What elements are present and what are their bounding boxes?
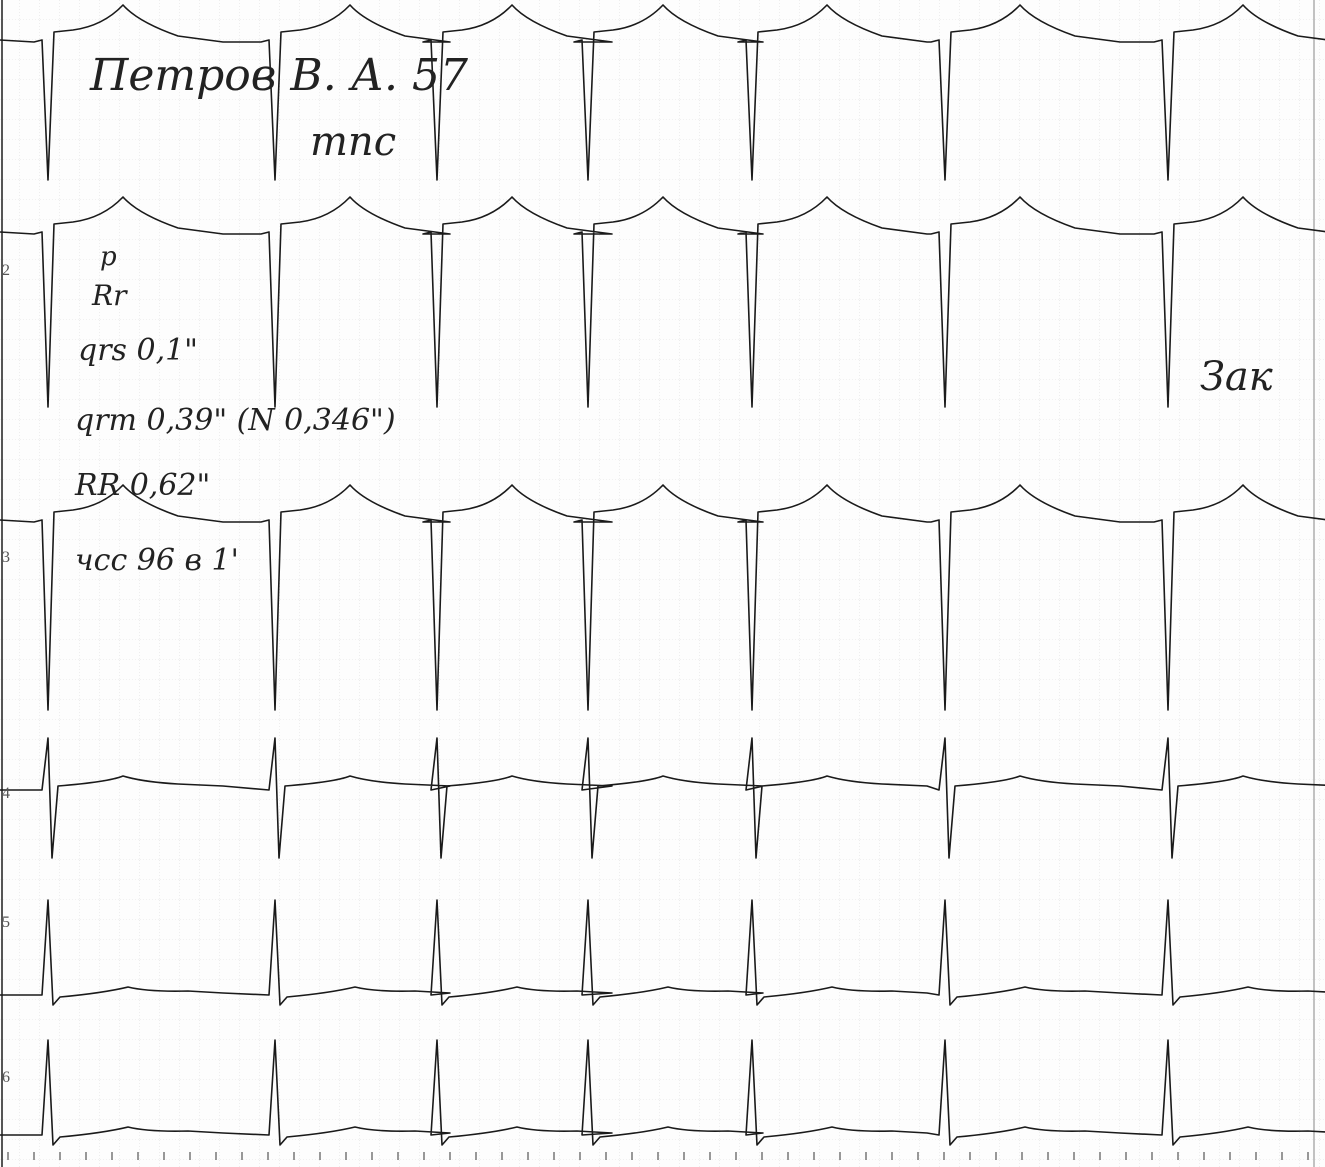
side-note: Зак bbox=[1200, 354, 1273, 400]
note: RR 0,62" bbox=[74, 468, 210, 503]
patient-note: тпс bbox=[310, 119, 396, 165]
patient-name: Петров В. А. 57 bbox=[89, 50, 468, 101]
note: qrs 0,1" bbox=[78, 333, 198, 368]
note: р bbox=[100, 242, 117, 272]
lead-label: 6 bbox=[2, 1069, 10, 1086]
note: чсс 96 в 1' bbox=[75, 543, 239, 578]
note: qrт 0,39" (N 0,346") bbox=[75, 403, 396, 438]
lead-label: 2 bbox=[2, 262, 10, 279]
ecg-sheet: Петров В. А. 57 тпс р Rr qrs 0,1" qrт 0,… bbox=[0, 0, 1325, 1167]
lead-label: 4 bbox=[2, 785, 10, 802]
lead-label: 3 bbox=[2, 549, 10, 566]
note: Rr bbox=[91, 279, 128, 312]
lead-label: 5 bbox=[2, 914, 10, 931]
